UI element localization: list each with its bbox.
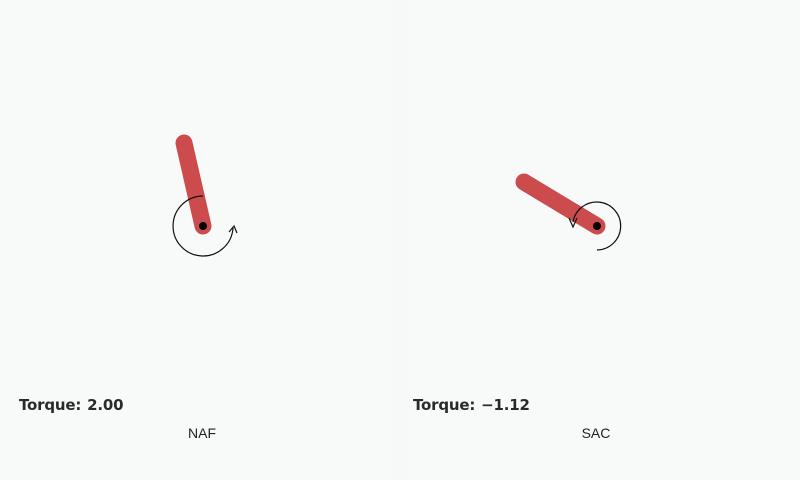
naf-torque-arrow-icon bbox=[172, 195, 234, 257]
sac-algorithm-label: SAC bbox=[581, 425, 611, 441]
naf-panel: Torque: 2.00 NAF bbox=[0, 0, 394, 480]
sac-torque-arrow-icon bbox=[572, 201, 622, 251]
sac-pendulum-rod bbox=[515, 173, 606, 235]
sac-torque-value: −1.12 bbox=[481, 396, 530, 414]
naf-pendulum-rod bbox=[175, 134, 212, 235]
naf-torque-readout: Torque: 2.00 bbox=[19, 396, 124, 414]
sac-torque-readout: Torque: −1.12 bbox=[413, 396, 530, 414]
naf-torque-value: 2.00 bbox=[87, 396, 124, 414]
sac-pivot-dot bbox=[593, 222, 601, 230]
naf-torque-arrowhead-icon bbox=[228, 224, 238, 234]
sac-torque-prefix: Torque: bbox=[413, 396, 476, 414]
naf-pendulum-scene bbox=[172, 134, 238, 257]
naf-torque-prefix: Torque: bbox=[19, 396, 82, 414]
sac-pendulum-scene bbox=[515, 173, 622, 251]
sac-torque-arrowhead-icon bbox=[568, 217, 578, 229]
naf-algorithm-label: NAF bbox=[188, 425, 216, 441]
naf-pivot-dot bbox=[199, 222, 207, 230]
sac-panel: Torque: −1.12 SAC bbox=[406, 0, 800, 480]
